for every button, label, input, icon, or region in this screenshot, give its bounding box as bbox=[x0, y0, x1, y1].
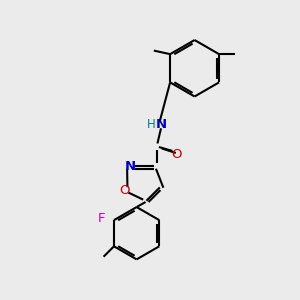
Text: N: N bbox=[155, 118, 167, 131]
Text: O: O bbox=[119, 184, 130, 196]
Text: N: N bbox=[125, 160, 136, 173]
Text: O: O bbox=[172, 148, 182, 161]
Text: H: H bbox=[147, 118, 156, 131]
Text: F: F bbox=[98, 212, 105, 225]
